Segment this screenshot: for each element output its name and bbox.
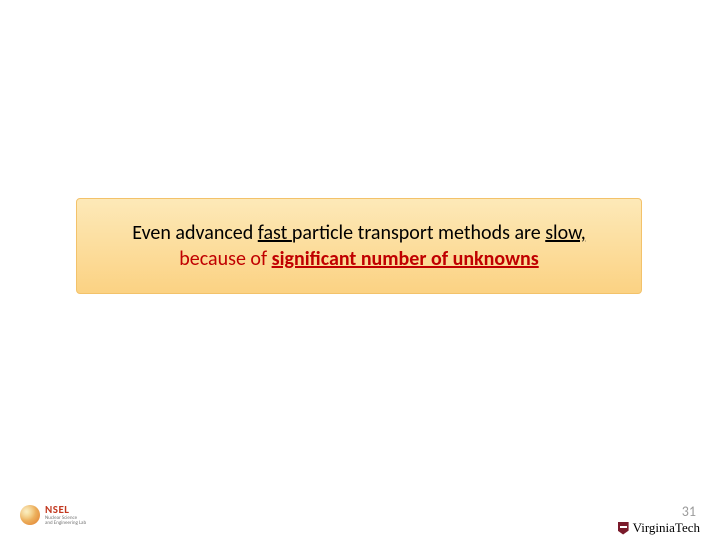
nsel-orb-icon xyxy=(20,505,40,525)
callout-line-2: because of significant number of unknown… xyxy=(179,246,538,272)
nsel-sub2: and Engineering Lab xyxy=(45,521,86,526)
text-run: Even advanced xyxy=(132,221,257,245)
highlight-callout: Even advanced fast particle transport me… xyxy=(76,198,642,294)
text-run: significant number of unknowns xyxy=(272,247,539,271)
callout-line-1: Even advanced fast particle transport me… xyxy=(132,220,585,246)
vt-text: VirginiaTech xyxy=(633,520,700,536)
footer-logo-left: NSEL Nuclear Science and Engineering Lab xyxy=(20,503,86,526)
text-run: because of xyxy=(179,247,271,271)
nsel-text-block: NSEL Nuclear Science and Engineering Lab xyxy=(45,503,86,526)
footer-logo-right: VirginiaTech xyxy=(618,520,700,536)
text-run: slow, xyxy=(545,221,585,245)
text-run: particle transport methods are xyxy=(292,221,545,245)
text-run: fast xyxy=(258,221,292,245)
vt-shield-icon xyxy=(618,522,629,535)
page-number: 31 xyxy=(682,503,696,520)
